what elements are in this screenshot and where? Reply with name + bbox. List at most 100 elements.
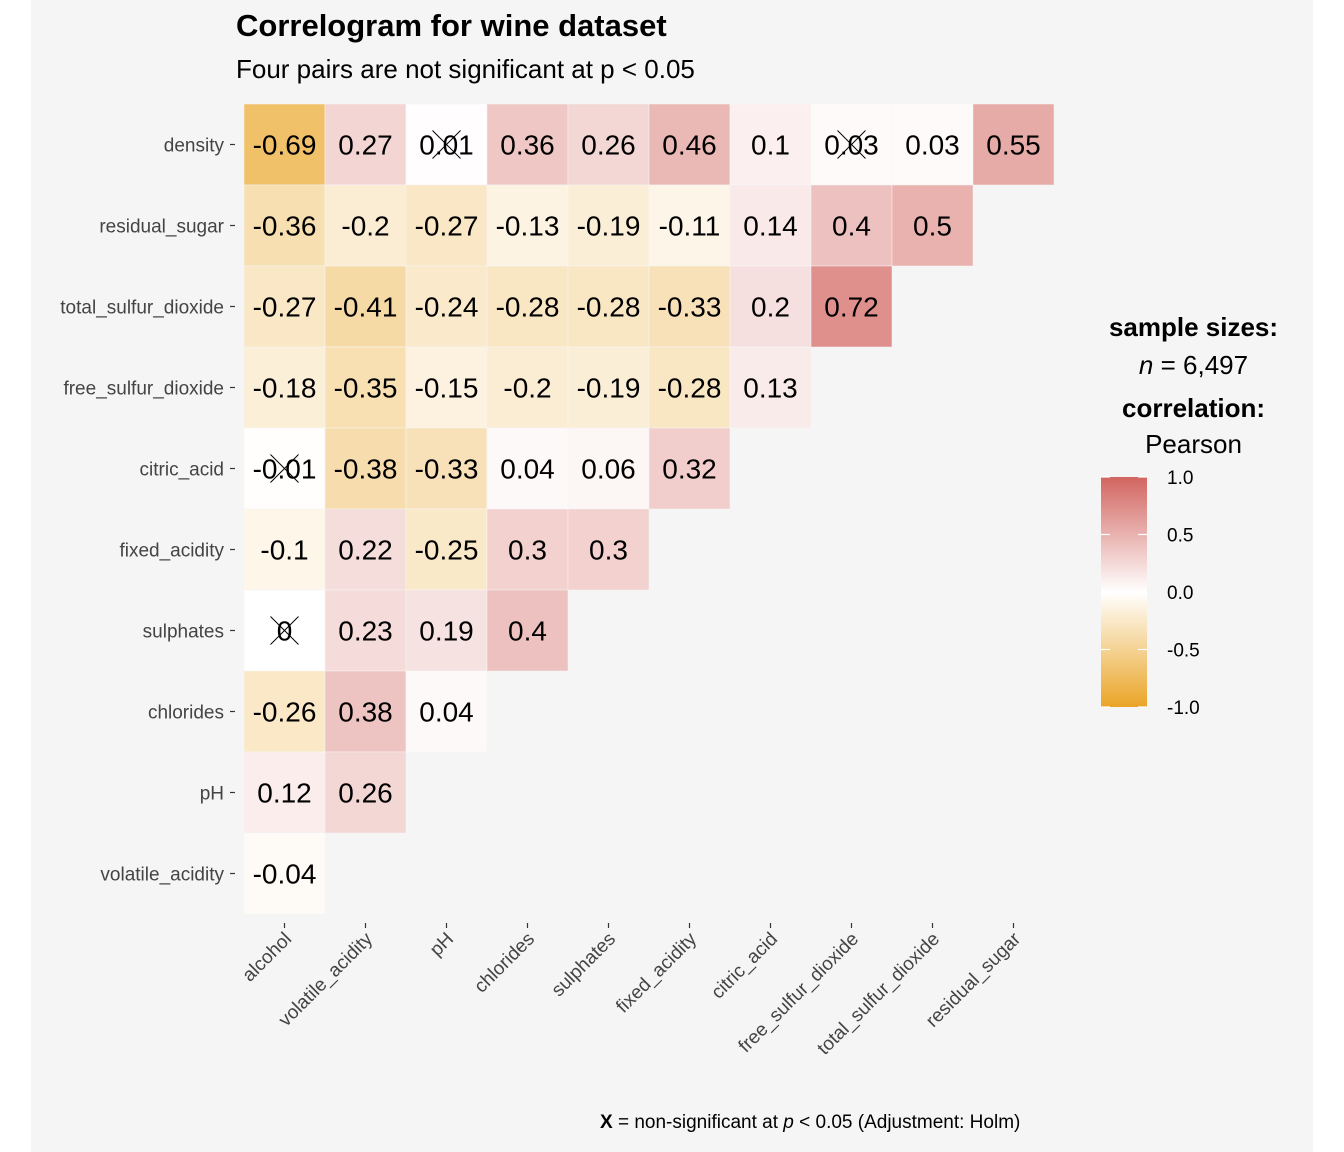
nonsig-cross-mark bbox=[837, 130, 866, 159]
cell-value-label: -0.24 bbox=[415, 292, 479, 323]
heatmap-cell bbox=[243, 832, 326, 915]
heatmap-cell bbox=[648, 103, 731, 186]
x-tick-label: alcohol bbox=[239, 929, 296, 986]
heatmap-cell bbox=[486, 508, 569, 591]
cell-value-label: 0.19 bbox=[419, 616, 474, 647]
heatmap-cell bbox=[729, 265, 812, 348]
cell-value-label: 0.13 bbox=[743, 373, 798, 404]
cell-value-label: 0.3 bbox=[508, 535, 547, 566]
heatmap-cell bbox=[729, 103, 812, 186]
y-tick-label: citric_acid bbox=[140, 460, 224, 481]
cell-value-label: 0.3 bbox=[589, 535, 628, 566]
cell-value-label: 0.04 bbox=[419, 697, 474, 728]
cell-value-label: 0.26 bbox=[338, 778, 393, 809]
heatmap-cell bbox=[810, 184, 893, 267]
y-tick-label: volatile_acidity bbox=[100, 865, 224, 886]
heatmap-cell bbox=[324, 346, 407, 429]
heatmap-cell bbox=[324, 265, 407, 348]
cell-value-label: -0.35 bbox=[334, 373, 398, 404]
nonsig-cross-mark bbox=[270, 454, 299, 483]
heatmap-cell bbox=[810, 265, 893, 348]
cell-value-label: 0.14 bbox=[743, 211, 798, 242]
cell-value-label: -0.28 bbox=[496, 292, 560, 323]
heatmap-cell bbox=[891, 184, 974, 267]
heatmap-cell bbox=[729, 346, 812, 429]
cell-value-label: -0.2 bbox=[503, 373, 551, 404]
chart-title: Correlogram for wine dataset bbox=[236, 8, 667, 43]
heatmap-cell bbox=[486, 589, 569, 672]
heatmap-cell bbox=[567, 508, 650, 591]
heatmap-cell bbox=[729, 184, 812, 267]
y-tick-label: residual_sugar bbox=[99, 217, 224, 238]
caption-text-1: = non-significant at bbox=[612, 1112, 784, 1133]
heatmap-cell bbox=[486, 184, 569, 267]
cell-value-label: 0.12 bbox=[257, 778, 312, 809]
heatmap-cell bbox=[567, 427, 650, 510]
nonsig-cross-mark bbox=[270, 616, 299, 645]
cell-value-label: 0.5 bbox=[913, 211, 952, 242]
y-tick-label: free_sulfur_dioxide bbox=[63, 379, 224, 400]
legend-sample-title: sample sizes: bbox=[1108, 312, 1279, 342]
cell-value-label: 0.4 bbox=[508, 616, 547, 647]
cell-value-label: 0.03 bbox=[905, 130, 960, 161]
color-legend: 1.0 0.5 0.0 -0.5 -1.0 bbox=[1101, 468, 1200, 719]
heatmap-cell bbox=[405, 427, 488, 510]
caption-p: p bbox=[783, 1112, 794, 1133]
heatmap-cell bbox=[405, 670, 488, 753]
y-axis-labels: density residual_sugar total_sulfur_dioxid… bbox=[60, 136, 235, 886]
cell-value-label: -0.19 bbox=[577, 211, 641, 242]
x-tick-label: chlorides bbox=[470, 929, 539, 998]
cell-value-label: 0.23 bbox=[338, 616, 393, 647]
heatmap-cell bbox=[486, 346, 569, 429]
cell-value-label: 0.22 bbox=[338, 535, 393, 566]
y-tick-label: pH bbox=[200, 784, 224, 805]
cell-value-label: -0.26 bbox=[253, 697, 317, 728]
cell-value-label: -0.28 bbox=[658, 373, 722, 404]
cell-value-label: -0.69 bbox=[253, 130, 317, 161]
heatmap-cell bbox=[243, 508, 326, 591]
legend-correlation-title: correlation: bbox=[1121, 393, 1266, 423]
cell-value-label: 0.04 bbox=[500, 454, 555, 485]
heatmap-cell bbox=[324, 589, 407, 672]
cell-value-label: 0.1 bbox=[751, 130, 790, 161]
cell-value-label: 0.06 bbox=[581, 454, 636, 485]
heatmap-cell bbox=[243, 346, 326, 429]
y-tick-label: total_sulfur_dioxide bbox=[60, 298, 224, 319]
legend-tick-label: 0.0 bbox=[1167, 583, 1193, 604]
heatmap-cells: -0.690.270.010.360.260.460.10.030.030.55… bbox=[243, 103, 1055, 915]
heatmap-cell bbox=[486, 427, 569, 510]
heatmap-cell bbox=[243, 751, 326, 834]
heatmap-cell bbox=[405, 346, 488, 429]
x-tick-label: citric_acid bbox=[707, 929, 782, 1004]
cell-value-label: -0.27 bbox=[415, 211, 479, 242]
legend-correlation-method: Pearson bbox=[1145, 429, 1242, 459]
cell-value-label: -0.41 bbox=[334, 292, 398, 323]
heatmap-cell bbox=[405, 265, 488, 348]
cell-value-label: 0.55 bbox=[986, 130, 1041, 161]
caption-text-2: < 0.05 (Adjustment: Holm) bbox=[793, 1112, 1021, 1133]
cell-value-label: 0.38 bbox=[338, 697, 393, 728]
cell-value-label: 0.4 bbox=[832, 211, 871, 242]
nonsig-cross-mark bbox=[432, 130, 461, 159]
heatmap-cell bbox=[405, 508, 488, 591]
cell-value-label: -0.1 bbox=[260, 535, 308, 566]
heatmap-cell bbox=[972, 103, 1055, 186]
cell-value-label: -0.38 bbox=[334, 454, 398, 485]
cell-value-label: 0.32 bbox=[662, 454, 717, 485]
cell-value-label: 0.46 bbox=[662, 130, 717, 161]
x-tick-label: fixed_acidity bbox=[612, 928, 701, 1017]
legend-tick-label: 0.5 bbox=[1167, 526, 1193, 547]
cell-value-label: 0.2 bbox=[751, 292, 790, 323]
legend-sample-size: n = 6,497 bbox=[1092, 350, 1295, 381]
cell-value-label: 0.27 bbox=[338, 130, 393, 161]
cell-value-label: -0.25 bbox=[415, 535, 479, 566]
heatmap-cell bbox=[648, 346, 731, 429]
cell-value-label: -0.33 bbox=[415, 454, 479, 485]
heatmap-cell bbox=[324, 508, 407, 591]
x-tick-label: pH bbox=[426, 929, 458, 961]
heatmap-cell bbox=[567, 103, 650, 186]
cell-value-label: -0.11 bbox=[659, 211, 721, 242]
y-tick-label: fixed_acidity bbox=[119, 541, 224, 562]
heatmap-cell bbox=[405, 589, 488, 672]
